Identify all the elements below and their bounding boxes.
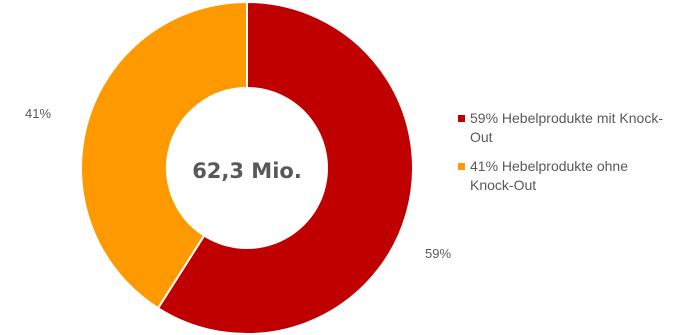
legend: 59% Hebelprodukte mit Knock-Out 41% Hebe…	[458, 109, 673, 205]
legend-item-ohne-knock-out: 41% Hebelprodukte ohne Knock-Out	[458, 157, 673, 195]
legend-label-ohne-knock-out: 41% Hebelprodukte ohne Knock-Out	[470, 158, 629, 193]
center-total-label: 62,3 Mio.	[192, 159, 302, 183]
legend-label-mit-knock-out: 59% Hebelprodukte mit Knock-Out	[470, 110, 663, 145]
slice-ohne-knock-out	[80, 0, 248, 310]
data-labels-layer: 59% 41%	[25, 106, 451, 261]
legend-swatch-ohne-knock-out	[458, 163, 465, 170]
slice-mit-knock-out	[156, 0, 414, 335]
legend-swatch-mit-knock-out	[458, 115, 465, 122]
legend-item-mit-knock-out: 59% Hebelprodukte mit Knock-Out	[458, 109, 673, 147]
data-label-ohne-knock-out: 41%	[25, 106, 51, 121]
slices-layer	[80, 0, 414, 335]
data-label-mit-knock-out: 59%	[425, 246, 451, 261]
